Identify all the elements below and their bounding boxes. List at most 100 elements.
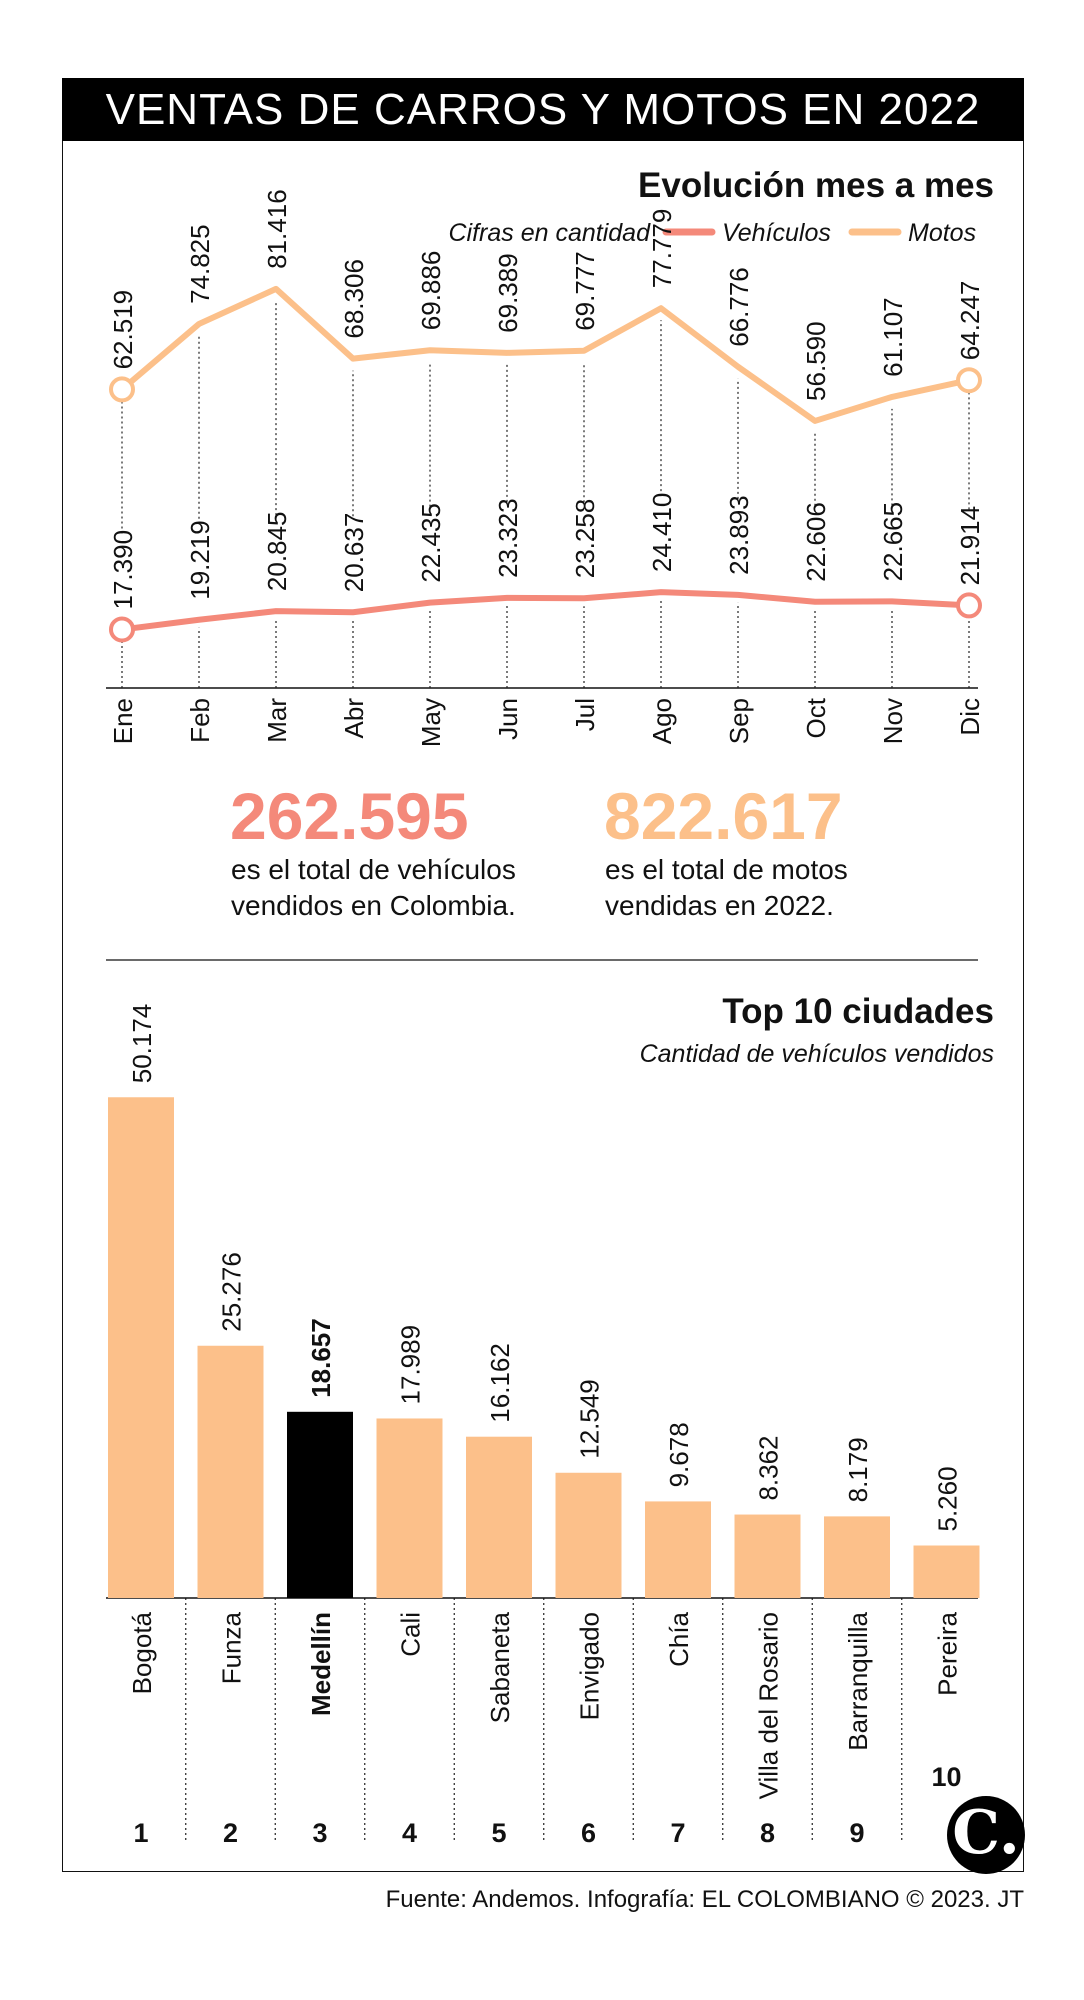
data-label-vehiculos-Dic: 21.914 bbox=[955, 506, 985, 586]
total-vehiculos-line1: es el total de vehículos bbox=[231, 854, 516, 885]
data-label-motos-Ago: 77.779 bbox=[647, 209, 677, 289]
city-label-Bogotá: Bogotá bbox=[127, 1611, 157, 1694]
rank-label-10: 10 bbox=[931, 1762, 961, 1792]
rank-label-2: 2 bbox=[223, 1818, 238, 1848]
city-label-Barranquilla: Barranquilla bbox=[843, 1611, 873, 1750]
data-label-vehiculos-Sep: 23.893 bbox=[724, 495, 754, 575]
month-label-Dic: Dic bbox=[955, 698, 985, 736]
bar-value-label-Barranquilla: 8.179 bbox=[843, 1437, 873, 1502]
total-vehiculos-desc: es el total de vehículos vendidos en Col… bbox=[231, 852, 516, 924]
bar-Sabaneta bbox=[466, 1436, 532, 1598]
legend-vehiculos-label: Vehículos bbox=[722, 219, 831, 247]
bar-Barranquilla bbox=[824, 1516, 890, 1598]
data-label-vehiculos-May: 22.435 bbox=[416, 503, 446, 583]
data-label-motos-Abr: 68.306 bbox=[339, 259, 369, 339]
data-label-motos-Dic: 64.247 bbox=[955, 281, 985, 361]
total-motos-line1: es el total de motos bbox=[605, 854, 848, 885]
bar-Pereira bbox=[913, 1545, 980, 1598]
endpoint-marker-motos-Dic bbox=[956, 367, 982, 394]
bar-value-label-Chía: 9.678 bbox=[664, 1422, 694, 1487]
data-label-vehiculos-Feb: 19.219 bbox=[185, 520, 215, 600]
month-label-Nov: Nov bbox=[878, 698, 908, 744]
month-label-Mar: Mar bbox=[262, 698, 292, 743]
total-motos-line2: vendidas en 2022. bbox=[605, 890, 834, 921]
endpoint-marker-motos-Ene bbox=[109, 376, 135, 403]
rank-label-5: 5 bbox=[491, 1818, 506, 1848]
month-label-Abr: Abr bbox=[339, 698, 369, 739]
month-label-May: May bbox=[416, 698, 446, 747]
city-label-Pereira: Pereira bbox=[933, 1611, 963, 1695]
total-motos-desc: es el total de motos vendidas en 2022. bbox=[605, 852, 848, 924]
data-label-motos-Jun: 69.389 bbox=[493, 253, 523, 333]
data-label-vehiculos-Nov: 22.665 bbox=[878, 502, 908, 582]
month-label-Ago: Ago bbox=[647, 698, 677, 744]
bar-chart: 50.174 Bogotá 1 25.276 Funza 2 18.657 Medellín 3… bbox=[106, 1004, 980, 1848]
month-label-Jul: Jul bbox=[570, 698, 600, 731]
city-label-Villa del Rosario: Villa del Rosario bbox=[754, 1612, 784, 1799]
data-label-vehiculos-Jul: 23.258 bbox=[570, 499, 600, 579]
page-title: VENTAS DE CARROS Y MOTOS EN 2022 bbox=[62, 78, 1024, 141]
month-label-Sep: Sep bbox=[724, 698, 754, 744]
series-line-vehiculos bbox=[121, 589, 970, 633]
legend-motos-label: Motos bbox=[908, 219, 976, 247]
total-motos-value: 822.617 bbox=[604, 779, 843, 853]
city-label-Sabaneta: Sabaneta bbox=[485, 1611, 515, 1723]
data-label-vehiculos-Oct: 22.606 bbox=[801, 502, 831, 582]
month-label-Feb: Feb bbox=[185, 698, 215, 743]
city-label-Cali: Cali bbox=[396, 1612, 426, 1657]
line-chart: 17.390 19.219 20.845 20.637 22.435 23.323 23.2… bbox=[106, 189, 985, 747]
bar-value-label-Bogotá: 50.174 bbox=[127, 1004, 157, 1084]
bar-value-label-Cali: 17.989 bbox=[396, 1325, 426, 1405]
city-label-Medellín: Medellín bbox=[306, 1612, 336, 1716]
bar-value-label-Villa del Rosario: 8.362 bbox=[754, 1435, 784, 1500]
data-label-motos-Nov: 61.107 bbox=[878, 297, 908, 377]
rank-label-1: 1 bbox=[133, 1818, 148, 1848]
month-label-Ene: Ene bbox=[108, 698, 138, 744]
bar-Funza bbox=[197, 1345, 264, 1598]
rank-label-3: 3 bbox=[312, 1818, 327, 1848]
rank-label-8: 8 bbox=[760, 1818, 775, 1848]
total-vehiculos-value: 262.595 bbox=[230, 779, 469, 853]
line-chart-heading: Evolución mes a mes bbox=[638, 166, 994, 205]
data-label-vehiculos-Mar: 20.845 bbox=[262, 512, 292, 592]
bar-chart-heading: Top 10 ciudades bbox=[722, 992, 994, 1031]
units-note: Cifras en cantidad bbox=[448, 219, 651, 247]
bar-Medellín bbox=[287, 1411, 353, 1598]
rank-label-4: 4 bbox=[402, 1818, 417, 1848]
bar-Villa del Rosario bbox=[734, 1514, 801, 1598]
endpoint-marker-vehiculos-Dic bbox=[956, 592, 982, 619]
endpoint-marker-vehiculos-Ene bbox=[109, 616, 135, 643]
data-label-vehiculos-Jun: 23.323 bbox=[493, 498, 523, 578]
data-label-motos-Feb: 74.825 bbox=[185, 224, 215, 304]
bar-value-label-Funza: 25.276 bbox=[217, 1252, 247, 1332]
bar-value-label-Envigado: 12.549 bbox=[575, 1379, 605, 1459]
bar-Envigado bbox=[555, 1472, 622, 1598]
rank-label-7: 7 bbox=[670, 1818, 685, 1848]
bar-chart-subtitle: Cantidad de vehículos vendidos bbox=[639, 1040, 994, 1068]
bar-Cali bbox=[376, 1418, 443, 1598]
el-colombiano-logo: C. bbox=[947, 1796, 1025, 1874]
data-label-motos-Jul: 69.777 bbox=[570, 251, 600, 331]
data-label-motos-Sep: 66.776 bbox=[724, 267, 754, 347]
bar-value-label-Pereira: 5.260 bbox=[933, 1466, 963, 1531]
data-label-vehiculos-Ago: 24.410 bbox=[647, 493, 677, 573]
bar-value-label-Sabaneta: 16.162 bbox=[485, 1343, 515, 1423]
bar-Chía bbox=[645, 1501, 711, 1598]
rank-label-6: 6 bbox=[581, 1818, 596, 1848]
rank-label-9: 9 bbox=[849, 1818, 864, 1848]
data-label-vehiculos-Abr: 20.637 bbox=[339, 513, 369, 593]
city-label-Chía: Chía bbox=[664, 1611, 694, 1666]
line-legend: Cifras en cantidad Vehículos Motos bbox=[448, 219, 976, 247]
data-label-motos-Mar: 81.416 bbox=[262, 189, 292, 269]
data-label-motos-Oct: 56.590 bbox=[801, 321, 831, 401]
city-label-Envigado: Envigado bbox=[575, 1612, 605, 1720]
data-label-motos-Ene: 62.519 bbox=[108, 290, 138, 370]
month-label-Oct: Oct bbox=[801, 697, 831, 738]
data-label-motos-May: 69.886 bbox=[416, 251, 446, 331]
series-line-motos bbox=[120, 285, 970, 424]
data-label-vehiculos-Ene: 17.390 bbox=[108, 530, 138, 610]
source-credit: Fuente: Andemos. Infografía: EL COLOMBIA… bbox=[385, 1886, 1024, 1913]
city-label-Funza: Funza bbox=[217, 1611, 247, 1684]
bar-Bogotá bbox=[108, 1097, 174, 1598]
